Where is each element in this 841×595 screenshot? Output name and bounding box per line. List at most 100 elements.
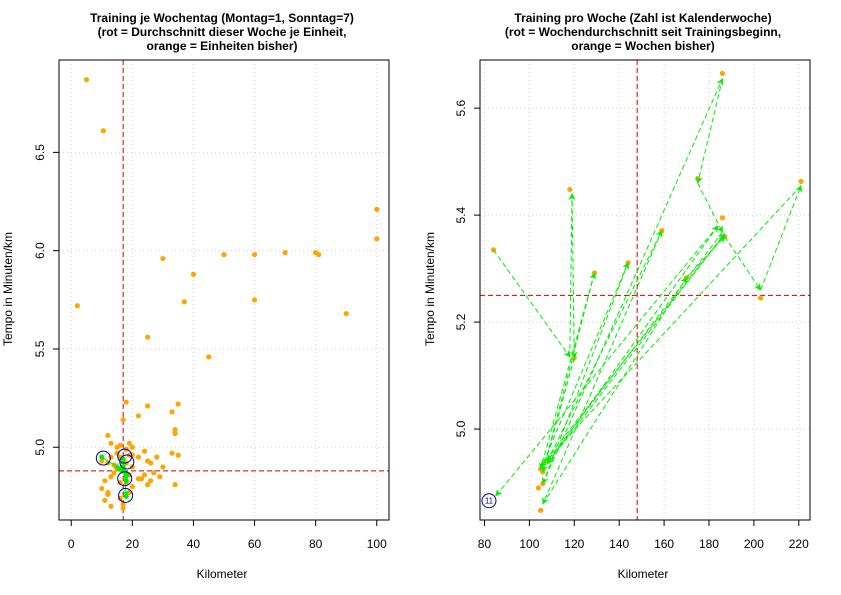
- right-arrow: [568, 193, 576, 357]
- left-series0-point: [175, 452, 181, 458]
- left-series0-point: [181, 299, 187, 305]
- left-series0-point: [129, 483, 135, 490]
- right-chart: Training pro Woche (Zahl ist Kalenderwoc…: [423, 11, 811, 581]
- left-series0-point: [141, 448, 148, 454]
- right-arrow: [570, 193, 578, 359]
- left-series0-point: [105, 432, 111, 439]
- right-points: [490, 70, 804, 513]
- right-y-tick-label: 5.2: [454, 313, 468, 330]
- left-title-line-2: (rot = Durchschnitt dieser Woche je Einh…: [98, 25, 347, 39]
- right-arrow: [546, 230, 663, 462]
- right-series0-point: [719, 70, 726, 76]
- right-arrow: [724, 236, 762, 291]
- right-arrow: [493, 249, 571, 358]
- left-series0-point: [145, 334, 151, 340]
- left-series0-point: [374, 236, 380, 242]
- left-marker-circle: [119, 454, 135, 470]
- right-x-tick-label: 220: [789, 537, 809, 551]
- left-points: [74, 77, 380, 511]
- left-series0-point: [108, 503, 114, 509]
- right-arrows: [493, 78, 803, 505]
- left-series0-point: [99, 458, 105, 464]
- right-series0-point: [535, 485, 541, 491]
- left-series0-point: [172, 430, 178, 437]
- right-series0-point: [758, 295, 764, 301]
- left-grid: [59, 60, 389, 520]
- left-x-tick-label: 60: [248, 537, 262, 551]
- right-x-tick-label: 120: [564, 537, 584, 551]
- left-series0-point: [145, 482, 151, 488]
- right-y-axis-label: Tempo in Minuten/km: [423, 232, 437, 346]
- left-y-tick-label: 5.0: [33, 439, 47, 456]
- left-series0-point: [148, 460, 154, 466]
- right-x-tick-label: 160: [654, 537, 674, 551]
- right-y-tick-label: 5.6: [454, 99, 468, 116]
- left-x-tick-label: 40: [187, 537, 201, 551]
- right-arrow: [686, 235, 726, 279]
- left-series0-point: [251, 252, 258, 258]
- left-series0-point: [102, 497, 108, 503]
- right-arrow: [542, 230, 663, 505]
- right-arrow: [546, 225, 719, 465]
- left-series0-point: [160, 255, 166, 262]
- right-series0-point: [798, 178, 804, 185]
- right-y-tick-label: 5.0: [454, 420, 468, 437]
- left-y-tick-label: 5.5: [33, 340, 47, 357]
- right-arrow: [540, 262, 629, 470]
- right-marker-circle: [481, 493, 497, 509]
- left-series0-point: [169, 450, 175, 456]
- right-title-line-1: Training pro Woche (Zahl ist Kalenderwoc…: [514, 11, 771, 25]
- right-x-tick-label: 80: [478, 537, 492, 551]
- left-series0-point: [99, 485, 105, 492]
- left-marker-circle: [117, 471, 133, 487]
- left-markers: [95, 448, 135, 503]
- right-y-ticks: 5.0 5.2 5.4 5.6: [454, 99, 480, 437]
- left-series0-point: [172, 426, 178, 433]
- left-series0-point: [135, 476, 142, 482]
- left-series0-point: [157, 474, 163, 480]
- left-reference-lines: [59, 60, 389, 520]
- left-series0-point: [251, 297, 258, 303]
- right-arrow: [540, 233, 726, 467]
- right-arrow: [695, 78, 723, 184]
- left-series0-point: [221, 252, 227, 258]
- left-title-line-1: Training je Wochentag (Montag=1, Sonntag…: [90, 11, 354, 25]
- left-series0-point: [148, 478, 154, 484]
- left-series0-point: [111, 470, 117, 476]
- right-arrow: [538, 272, 595, 470]
- left-y-tick-label: 6.0: [33, 242, 47, 259]
- left-x-tick-label: 100: [367, 537, 387, 551]
- right-title-line-2: (rot = Wochendurchschnitt seit Trainings…: [505, 25, 781, 39]
- left-x-axis-label: Kilometer: [197, 567, 248, 581]
- left-series0-point: [206, 354, 212, 360]
- left-series0-point: [100, 128, 106, 134]
- left-series0-point: [145, 403, 151, 409]
- left-series0-point: [120, 505, 126, 511]
- left-series0-point: [117, 442, 123, 448]
- left-y-axis-label: Tempo in Minuten/km: [1, 232, 15, 346]
- left-series0-point: [102, 478, 108, 484]
- left-title-line-3: orange = Einheiten bisher): [146, 39, 297, 53]
- left-series0-point: [172, 482, 178, 488]
- right-x-axis-label: Kilometer: [618, 567, 669, 581]
- left-y-ticks: 5.0 5.5 6.0 6.5: [33, 144, 59, 456]
- left-arrow: [122, 459, 130, 498]
- left-marker-circle: [95, 450, 111, 466]
- right-arrow: [542, 272, 597, 472]
- right-series0-point: [625, 260, 631, 266]
- left-series0-point: [83, 77, 90, 83]
- right-series0-point: [538, 507, 544, 513]
- left-x-tick-label: 20: [126, 537, 140, 551]
- right-arrow: [495, 225, 719, 497]
- left-plot-box: [58, 59, 390, 521]
- left-y-tick-label: 6.5: [33, 144, 47, 161]
- right-arrow: [697, 182, 723, 233]
- right-series0-point: [659, 228, 665, 234]
- left-series0-point: [190, 271, 197, 277]
- left-series0-point: [108, 474, 114, 480]
- left-series0-point: [374, 206, 380, 213]
- right-arrow: [542, 277, 687, 505]
- left-series0-point: [316, 252, 322, 258]
- left-chart: Training je Wochentag (Montag=1, Sonntag…: [1, 11, 390, 581]
- left-marker-circle: [117, 448, 133, 464]
